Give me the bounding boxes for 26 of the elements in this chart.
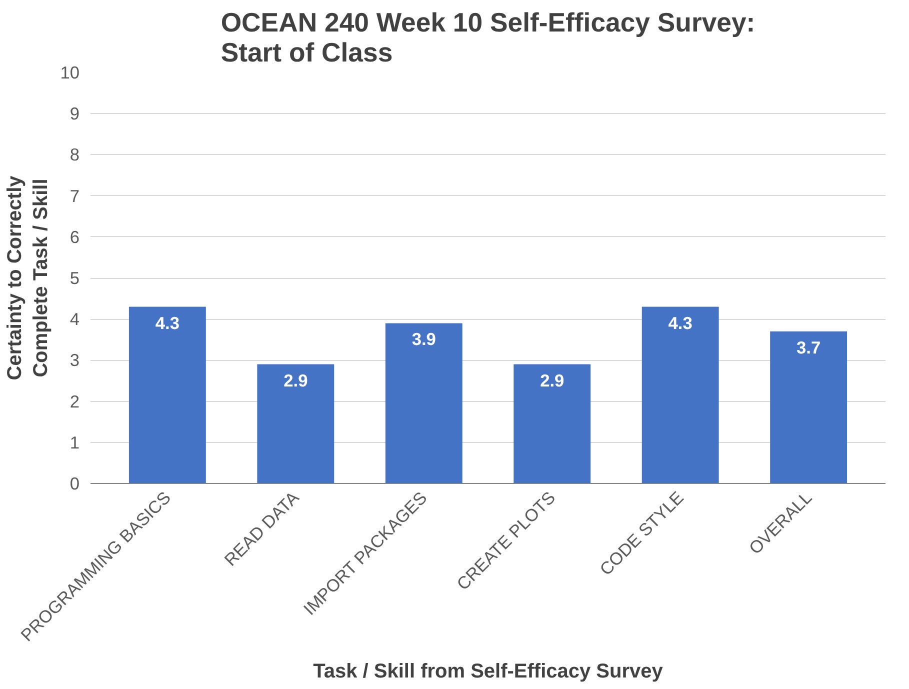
x-axis-title: Task / Skill from Self-Efficacy Survey xyxy=(313,660,664,682)
y-tick-label: 7 xyxy=(70,186,80,206)
chart-title: OCEAN 240 Week 10 Self-Efficacy Survey: Start of Class xyxy=(220,8,756,68)
y-tick-label: 1 xyxy=(70,432,80,452)
data-label: 4.3 xyxy=(155,312,180,333)
y-axis-title: Certainty to Correctly Complete Task / Skill xyxy=(4,174,52,380)
y-tick-label: 0 xyxy=(70,474,80,494)
data-label: 3.9 xyxy=(412,329,436,350)
y-tick-label: 5 xyxy=(70,268,80,288)
data-label: 4.3 xyxy=(668,312,693,333)
bar xyxy=(257,364,334,484)
data-label: 3.7 xyxy=(796,337,821,358)
data-label: 2.9 xyxy=(284,370,308,390)
y-tick-label: 3 xyxy=(70,350,80,370)
y-tick-label: 6 xyxy=(70,226,80,247)
data-label: 2.9 xyxy=(540,370,564,390)
bar xyxy=(514,364,591,484)
bar xyxy=(770,331,848,484)
bar xyxy=(128,306,206,484)
y-tick-label: 9 xyxy=(70,104,80,124)
y-tick-label: 2 xyxy=(70,391,80,412)
y-tick-label: 8 xyxy=(70,144,80,165)
y-tick-label: 10 xyxy=(60,62,80,82)
bar xyxy=(642,306,719,484)
bar xyxy=(385,323,462,484)
y-tick-label: 4 xyxy=(70,309,80,330)
